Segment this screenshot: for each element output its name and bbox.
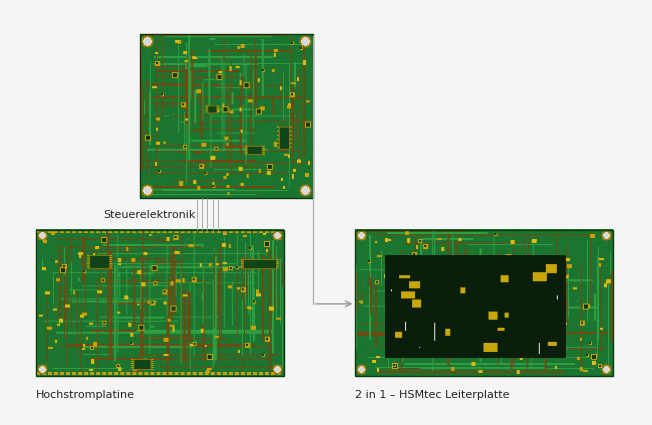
Text: Hochstromplatine: Hochstromplatine <box>36 390 135 400</box>
Bar <box>355 230 613 376</box>
Text: 2 in 1 – HSMtec Leiterplatte: 2 in 1 – HSMtec Leiterplatte <box>355 390 510 400</box>
Bar <box>36 230 284 376</box>
Bar <box>140 34 313 198</box>
Text: Steuerelektronik: Steuerelektronik <box>103 210 196 221</box>
